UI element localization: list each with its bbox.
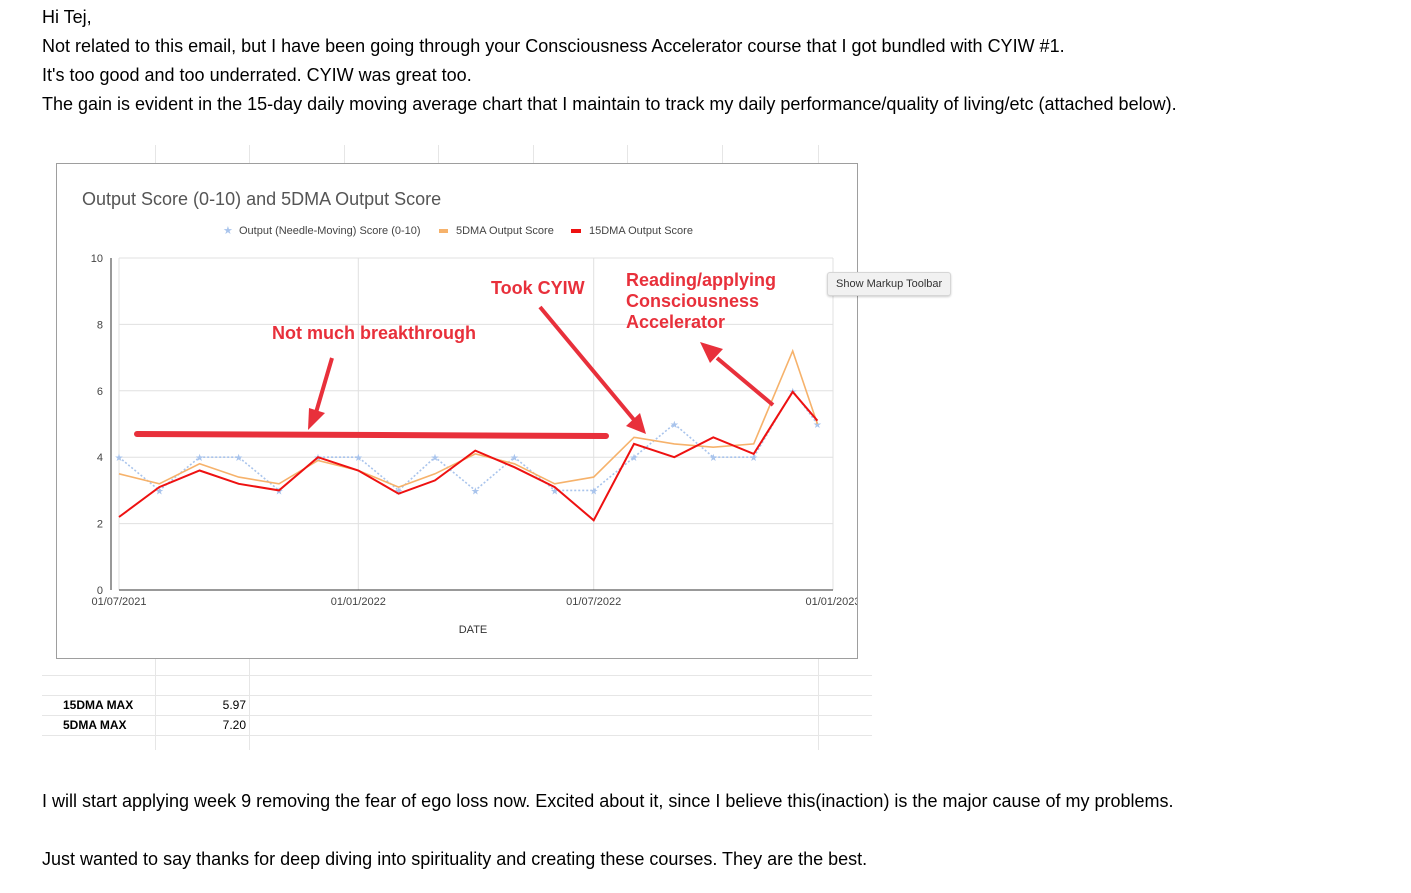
markup-toolbar-tooltip: Show Markup Toolbar: [827, 272, 952, 296]
data-point-star-icon: ★: [195, 453, 204, 464]
stat-label: 5DMA MAX: [63, 718, 127, 732]
chart-legend: ★ Output (Needle-Moving) Score (0-10) 5D…: [223, 224, 693, 237]
stat-value: 5.97: [222, 698, 246, 712]
data-point-star-icon: ★: [155, 486, 164, 497]
line-chart: Output Score (0-10) and 5DMA Output Scor…: [82, 189, 861, 636]
x-tick-label: 01/07/2022: [566, 596, 621, 608]
email-paragraph: Just wanted to say thanks for deep divin…: [42, 849, 868, 869]
legend-item-output: Output (Needle-Moving) Score (0-10): [239, 225, 421, 237]
annotation-not-much: Not much breakthrough: [272, 323, 476, 343]
annotation-reading: Accelerator: [626, 312, 725, 332]
annotation-reading: Consciousness: [626, 291, 759, 311]
data-point-star-icon: ★: [354, 453, 363, 464]
data-point-star-icon: ★: [589, 486, 598, 497]
data-point-star-icon: ★: [749, 453, 758, 464]
series-output-line: [118, 389, 819, 492]
legend-item-5dma: 5DMA Output Score: [456, 225, 554, 237]
y-tick-label: 10: [91, 253, 103, 265]
email-paragraph: I will start applying week 9 removing th…: [42, 791, 1174, 811]
data-point-star-icon: ★: [510, 453, 519, 464]
data-point-star-icon: ★: [550, 486, 559, 497]
data-point-star-icon: ★: [630, 453, 639, 464]
email-greeting: Hi Tej,: [42, 7, 92, 27]
x-tick-label: 01/07/2021: [91, 596, 146, 608]
data-point-star-icon: ★: [471, 486, 480, 497]
legend-item-15dma: 15DMA Output Score: [589, 225, 693, 237]
data-point-star-icon: ★: [709, 453, 718, 464]
annotation-arrow: [313, 357, 334, 417]
x-tick-label: 01/01/2023: [805, 596, 857, 608]
data-point-star-icon: ★: [115, 453, 124, 464]
annotation-took-cyiw: Took CYIW: [491, 278, 585, 298]
email-paragraph: Not related to this email, but I have be…: [42, 36, 1065, 56]
stat-label: 15DMA MAX: [63, 698, 134, 712]
annotation-reading: Reading/applying: [626, 270, 776, 290]
legend-swatch-5dma: [439, 229, 448, 233]
arrow-head-icon: [308, 408, 325, 430]
legend-star-icon: ★: [223, 224, 233, 237]
legend-swatch-15dma: [571, 229, 581, 233]
data-point-star-icon: ★: [394, 486, 403, 497]
data-point-star-icon: ★: [813, 420, 822, 431]
data-point-star-icon: ★: [274, 486, 283, 497]
chart-container[interactable]: Output Score (0-10) and 5DMA Output Scor…: [56, 163, 861, 659]
stat-value: 7.20: [222, 718, 246, 732]
annotation-overlay: Not much breakthrough Took CYIW Reading/…: [134, 270, 776, 439]
y-tick-label: 6: [97, 386, 103, 398]
y-tick-label: 0: [97, 585, 103, 597]
chart-title: Output Score (0-10) and 5DMA Output Scor…: [82, 189, 441, 209]
y-tick-label: 4: [97, 452, 103, 464]
annotation-arrow: [715, 356, 775, 407]
x-tick-label: 01/01/2022: [331, 596, 386, 608]
y-tick-label: 2: [97, 519, 103, 531]
series-5dma-line: [118, 348, 819, 488]
email-paragraph: The gain is evident in the 15-day daily …: [42, 94, 1177, 114]
series-15dma-line: [118, 390, 819, 522]
annotation-arrow: [538, 305, 637, 423]
data-point-star-icon: ★: [234, 453, 243, 464]
data-point-star-icon: ★: [670, 420, 679, 431]
baseline-highlight: [134, 431, 609, 439]
arrow-head-icon: [626, 413, 646, 434]
data-point-star-icon: ★: [431, 453, 440, 464]
email-paragraph: It's too good and too underrated. CYIW w…: [42, 65, 472, 85]
data-point-star-icon: ★: [313, 453, 322, 464]
arrow-head-icon: [700, 342, 723, 363]
x-axis-label: DATE: [459, 624, 488, 636]
y-tick-label: 8: [97, 319, 103, 331]
